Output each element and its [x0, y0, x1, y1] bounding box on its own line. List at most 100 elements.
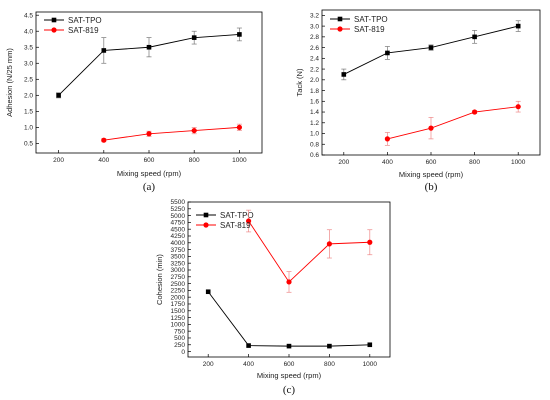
x-tick-label: 600 [144, 157, 155, 164]
panel-label: (c) [283, 384, 296, 396]
x-axis-label: Mixing speed (rpm) [399, 170, 464, 179]
y-tick-label: 1.8 [310, 88, 319, 95]
data-point-sat-tpo [56, 93, 61, 98]
y-tick-label: 5000 [171, 213, 186, 220]
y-tick-label: 4250 [171, 233, 186, 240]
x-tick-label: 200 [53, 157, 64, 164]
y-tick-label: 750 [174, 328, 185, 335]
series-line-sat-tpo [207, 291, 370, 347]
y-tick-label: 3.5 [24, 44, 33, 51]
data-point-sat-tpo [341, 72, 347, 77]
y-tick-label: 3500 [171, 254, 186, 261]
x-tick-label: 1000 [363, 361, 378, 368]
y-tick-label: 2.0 [310, 77, 319, 84]
y-tick-label: 3250 [171, 260, 186, 267]
chart-a: 200 400 600 800 1000 0.5 1.0 1.5 2.0 2.5 3.0 3.5 4.0… [5, 11, 263, 193]
chart-b: 200 400 600 800 1000 0.6 0.8 1.0 1.2 1.4 1.6 1.8 2.0… [295, 9, 541, 193]
y-tick-label: 4.0 [24, 28, 33, 35]
data-point-sat-819 [101, 137, 107, 143]
legend-label: SAT-819 [68, 26, 99, 35]
y-tick-label: 2.2 [310, 66, 319, 73]
y-tick-label: 3.0 [24, 60, 33, 67]
data-point-sat-819 [246, 218, 252, 224]
y-tick-label: 3.0 [310, 23, 319, 30]
legend-label: SAT-819 [220, 221, 251, 230]
y-tick-label: 2.6 [310, 45, 319, 52]
data-point-sat-tpo [367, 342, 373, 348]
y-tick-label: 3000 [171, 267, 186, 274]
x-tick-label: 800 [324, 361, 335, 368]
data-point-sat-819 [191, 127, 197, 134]
data-point-sat-tpo [428, 45, 434, 50]
y-tick-label: 3750 [171, 247, 186, 254]
data-point-sat-tpo [205, 289, 211, 295]
data-point-sat-819 [472, 109, 478, 115]
y-tick-label: 2250 [171, 288, 186, 295]
x-tick-label: 800 [189, 157, 200, 164]
y-tick-label: 4.5 [24, 12, 33, 19]
legend-label: SAT-TPO [220, 211, 254, 220]
legend-label: SAT-819 [354, 25, 385, 34]
y-tick-label: 1250 [171, 315, 186, 322]
y-tick-label: 1.5 [24, 109, 33, 116]
data-point-sat-tpo [385, 50, 390, 56]
data-point-sat-tpo [472, 34, 477, 40]
y-tick-label: 0.5 [24, 141, 33, 148]
y-tick-label: 1500 [171, 308, 186, 315]
y-tick-label: 1.4 [310, 109, 319, 116]
data-point-sat-tpo [146, 44, 152, 50]
y-tick-label: 0.6 [310, 152, 319, 159]
y-tick-label: 2500 [171, 281, 186, 288]
data-point-sat-tpo [327, 343, 332, 349]
data-point-sat-tpo [286, 343, 292, 349]
legend-marker [203, 222, 209, 228]
data-point-sat-819 [515, 104, 521, 110]
x-tick-label: 600 [284, 361, 295, 368]
panel-label: (b) [425, 181, 438, 193]
data-point-sat-tpo [246, 343, 251, 348]
y-tick-label: 5250 [171, 206, 186, 213]
y-tick-label: 4750 [171, 220, 186, 227]
x-tick-label: 1000 [232, 157, 247, 164]
x-tick-label: 400 [382, 159, 393, 166]
y-tick-label: 4500 [171, 226, 186, 233]
y-tick-label: 0 [181, 349, 185, 356]
legend-label: SAT-TPO [68, 16, 102, 25]
y-tick-label: 250 [174, 342, 185, 349]
data-point-sat-819 [236, 124, 242, 130]
data-point-sat-819 [286, 279, 292, 285]
y-tick-label: 500 [174, 335, 185, 342]
x-tick-label: 400 [243, 361, 254, 368]
y-tick-label: 0.8 [310, 141, 319, 148]
data-point-sat-819 [384, 136, 390, 142]
x-tick-label: 400 [98, 157, 109, 164]
x-tick-label: 1000 [511, 159, 526, 166]
series-line-sat-819 [103, 126, 240, 141]
chart-c: 200 400 600 800 1000025050075010001250150017… [155, 199, 391, 396]
x-tick-label: 200 [203, 361, 214, 368]
data-point-sat-819 [367, 239, 373, 245]
y-tick-label: 2.0 [24, 93, 33, 100]
y-axis-label: Adhesion (N/25 mm) [5, 48, 14, 117]
y-tick-label: 2.8 [310, 34, 319, 41]
x-tick-label: 600 [426, 159, 437, 166]
y-axis-label: Cohesion (min) [155, 254, 164, 305]
y-tick-label: 1750 [171, 301, 186, 308]
y-tick-label: 5500 [171, 199, 186, 206]
y-tick-label: 4000 [171, 240, 186, 247]
y-tick-label: 3.2 [310, 13, 319, 20]
legend-marker [337, 16, 343, 22]
y-tick-label: 2.5 [24, 76, 33, 83]
x-tick-label: 800 [469, 159, 480, 166]
legend-label: SAT-TPO [354, 15, 388, 24]
panel-label: (a) [143, 181, 156, 193]
data-point-sat-tpo [515, 23, 521, 29]
y-tick-label: 1.0 [310, 131, 319, 138]
data-point-sat-819 [428, 125, 434, 131]
series-line-sat-819 [387, 106, 519, 140]
legend-marker [337, 26, 343, 32]
y-tick-label: 2000 [171, 294, 186, 301]
y-tick-label: 1000 [171, 322, 186, 329]
x-axis-label: Mixing speed (rpm) [117, 169, 182, 178]
